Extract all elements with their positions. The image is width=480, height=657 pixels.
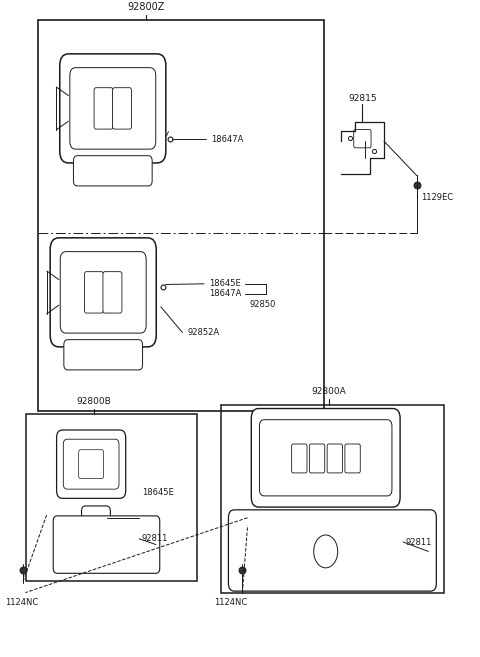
FancyBboxPatch shape bbox=[103, 272, 122, 313]
FancyBboxPatch shape bbox=[310, 444, 325, 473]
FancyBboxPatch shape bbox=[60, 252, 146, 333]
Text: 18645E: 18645E bbox=[209, 279, 240, 288]
FancyBboxPatch shape bbox=[82, 506, 110, 530]
FancyBboxPatch shape bbox=[50, 238, 156, 347]
Text: 92800Z: 92800Z bbox=[128, 2, 165, 12]
FancyBboxPatch shape bbox=[228, 510, 436, 591]
Bar bbox=[221, 405, 444, 593]
FancyBboxPatch shape bbox=[292, 444, 307, 473]
FancyBboxPatch shape bbox=[60, 54, 166, 163]
FancyBboxPatch shape bbox=[252, 409, 400, 507]
Text: 1124NC: 1124NC bbox=[5, 598, 38, 607]
FancyBboxPatch shape bbox=[354, 129, 371, 148]
FancyBboxPatch shape bbox=[260, 420, 392, 496]
FancyBboxPatch shape bbox=[57, 430, 126, 498]
Text: 92811: 92811 bbox=[142, 534, 168, 543]
FancyBboxPatch shape bbox=[112, 87, 132, 129]
FancyBboxPatch shape bbox=[63, 440, 119, 489]
FancyBboxPatch shape bbox=[345, 444, 360, 473]
Text: 18645E: 18645E bbox=[142, 488, 173, 497]
Text: 1124NC: 1124NC bbox=[214, 598, 247, 607]
Text: 92815: 92815 bbox=[348, 94, 377, 103]
FancyBboxPatch shape bbox=[79, 450, 104, 478]
FancyBboxPatch shape bbox=[73, 156, 152, 186]
Text: 92811: 92811 bbox=[406, 537, 432, 547]
FancyBboxPatch shape bbox=[64, 340, 143, 370]
Bar bbox=[26, 414, 197, 581]
FancyBboxPatch shape bbox=[53, 516, 160, 574]
FancyBboxPatch shape bbox=[84, 272, 104, 313]
Text: 92852A: 92852A bbox=[187, 328, 219, 337]
Text: 18647A: 18647A bbox=[211, 135, 243, 144]
Text: 92800A: 92800A bbox=[312, 386, 346, 396]
Text: 92850: 92850 bbox=[250, 300, 276, 309]
FancyBboxPatch shape bbox=[327, 444, 343, 473]
FancyBboxPatch shape bbox=[94, 87, 113, 129]
Text: 1129EC: 1129EC bbox=[421, 193, 454, 202]
Text: 18647A: 18647A bbox=[209, 289, 241, 298]
Bar bbox=[38, 20, 324, 411]
FancyBboxPatch shape bbox=[70, 68, 156, 149]
Text: 92800B: 92800B bbox=[76, 397, 111, 406]
